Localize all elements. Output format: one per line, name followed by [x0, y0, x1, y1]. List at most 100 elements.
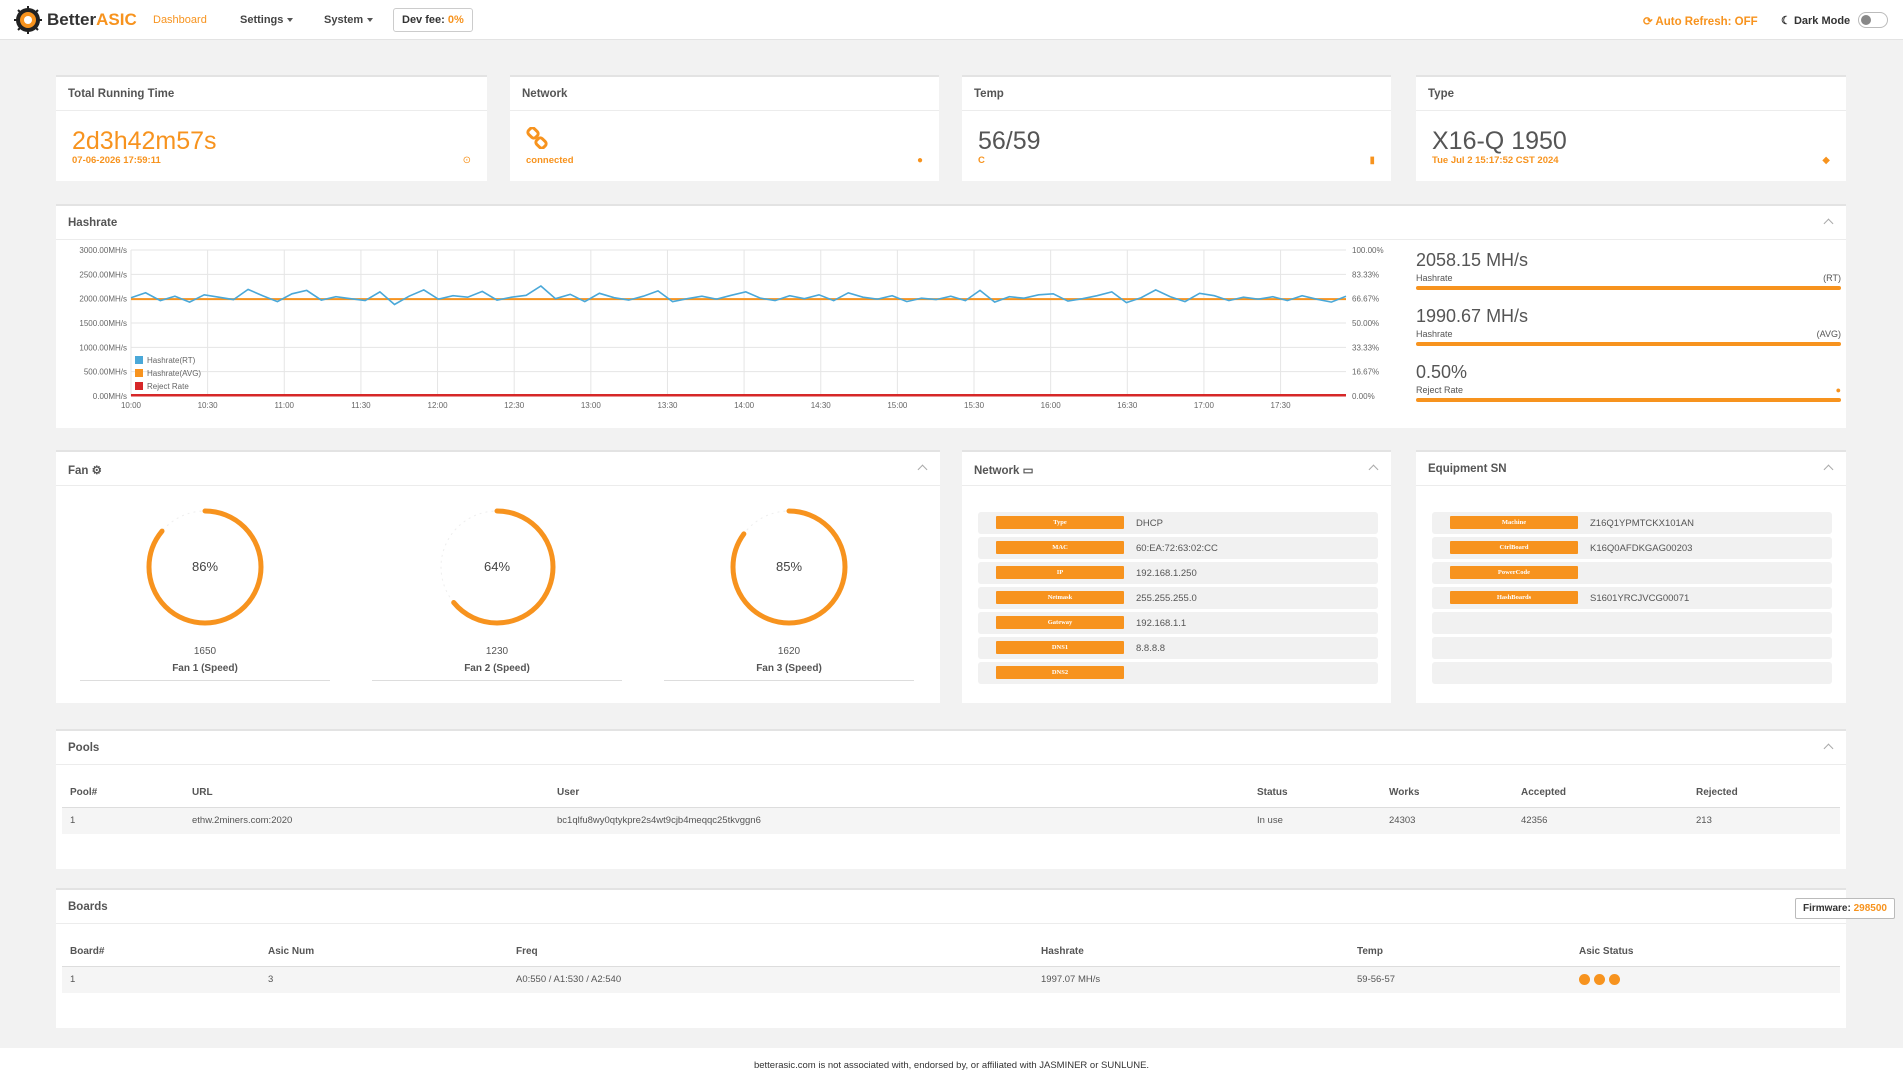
y-tick-label: 2000.00MH/s	[79, 295, 127, 304]
network-info-title: Network	[974, 465, 1020, 477]
gear-icon[interactable]: ⚙	[91, 465, 102, 477]
column-header[interactable]: Pool#	[62, 779, 184, 808]
dev-fee-label: Dev fee:	[402, 14, 445, 26]
kv-key-badge: HashBoards	[1450, 591, 1578, 604]
column-header[interactable]: Hashrate	[1033, 938, 1349, 967]
firmware-value: 298500	[1853, 903, 1887, 914]
panel-fan: Fan ⚙ 86% 1650 Fan 1 (Speed) 64% 1230 Fan 2 (…	[56, 450, 940, 703]
y2-tick-label: 50.00%	[1352, 319, 1379, 328]
panel-pools: Pools Pool# URL User Status Works Accepted Rej…	[56, 729, 1846, 869]
collapse-icon[interactable]	[1823, 464, 1834, 475]
y-tick-label: 1000.00MH/s	[79, 343, 127, 352]
brand[interactable]: BetterASIC	[14, 6, 137, 34]
column-header[interactable]: Temp	[1349, 938, 1571, 967]
fan-rpm: 1650	[193, 646, 217, 657]
column-header[interactable]: Asic Status	[1571, 938, 1840, 967]
globe-icon: ●	[916, 155, 923, 166]
fan-percent: 86%	[192, 559, 218, 574]
collapse-icon[interactable]	[917, 464, 928, 475]
x-tick-label: 11:30	[351, 401, 371, 410]
hashrate-avg-block: 1990.67 MH/s Hashrate (AVG)	[1416, 306, 1841, 346]
kv-key-badge: Machine	[1450, 516, 1578, 529]
fan-gauge: 64% 1230 Fan 2 (Speed)	[372, 502, 622, 681]
auto-refresh-label: Auto Refresh: OFF	[1655, 16, 1758, 28]
asic-status-dot	[1594, 974, 1605, 986]
kv-row: DNS1 8.8.8.8	[978, 637, 1378, 659]
pools-table: Pool# URL User Status Works Accepted Rejected …	[62, 779, 1840, 834]
gauge-fill	[730, 508, 848, 626]
y2-tick-label: 83.33%	[1352, 270, 1379, 279]
column-header[interactable]: Board#	[62, 938, 260, 967]
kv-row: Netmask 255.255.255.0	[978, 587, 1378, 609]
collapse-icon[interactable]	[1823, 743, 1834, 754]
kv-row	[1432, 637, 1832, 659]
fan-name: Fan 2 (Speed)	[464, 663, 530, 674]
kv-value: K16Q0AFDKGAG00203	[1590, 543, 1693, 554]
y-tick-label: 1500.00MH/s	[79, 319, 127, 328]
x-tick-label: 13:00	[581, 401, 602, 410]
thermometer-icon: ▮	[1369, 155, 1375, 166]
collapse-icon[interactable]	[1368, 464, 1379, 475]
legend-swatch	[135, 382, 143, 390]
column-header[interactable]: Status	[1249, 779, 1381, 808]
kv-row: Type DHCP	[978, 512, 1378, 534]
column-header[interactable]: Freq	[508, 938, 1033, 967]
temp-unit: C	[978, 155, 985, 166]
hashrate-avg-bar	[1416, 342, 1841, 346]
kv-row: DNS2	[978, 662, 1378, 684]
hashrate-rt-label: Hashrate	[1416, 273, 1453, 283]
y-tick-label: 0.00MH/s	[93, 392, 127, 401]
hashrate-rt-bar	[1416, 286, 1841, 290]
kv-key-badge: Netmask	[996, 591, 1124, 604]
auto-refresh-button[interactable]: ⟳ Auto Refresh: OFF	[1643, 14, 1758, 28]
hashrate-rt-block: 2058.15 MH/s Hashrate (RT)	[1416, 250, 1841, 290]
column-header[interactable]: Rejected	[1688, 779, 1840, 808]
divider	[372, 680, 622, 681]
card-title: Type	[1416, 77, 1846, 111]
kv-key-badge: Type	[996, 516, 1124, 529]
table-body: 1 ethw.2miners.com:2020 bc1qlfu8wy0qtykpre…	[62, 807, 1840, 834]
kv-row: MAC 60:EA:72:63:02:CC	[978, 537, 1378, 559]
column-header[interactable]: URL	[184, 779, 549, 808]
reject-rate-label: Reject Rate	[1416, 385, 1464, 395]
boards-title: Boards	[68, 901, 108, 913]
x-tick-label: 15:00	[887, 401, 908, 410]
x-tick-label: 14:00	[734, 401, 755, 410]
column-header[interactable]: User	[549, 779, 1249, 808]
column-header[interactable]: Asic Num	[260, 938, 508, 967]
fan-rpm: 1620	[777, 646, 801, 657]
dark-mode-toggle[interactable]	[1858, 12, 1888, 28]
nav-dashboard[interactable]: Dashboard	[153, 14, 207, 26]
type-build-date: Tue Jul 2 15:17:52 CST 2024	[1432, 155, 1559, 166]
running-time-value: 2d3h42m57s	[72, 127, 217, 155]
kv-key-badge: DNS2	[996, 666, 1124, 679]
kv-key-badge: DNS1	[996, 641, 1124, 654]
divider	[80, 680, 330, 681]
x-tick-label: 10:30	[198, 401, 219, 410]
toggle-knob	[1861, 15, 1871, 25]
top-navbar: BetterASIC Dashboard Settings System Dev…	[0, 0, 1903, 40]
column-header[interactable]: Works	[1381, 779, 1513, 808]
nav-system[interactable]: System	[324, 14, 374, 26]
dev-fee-badge[interactable]: Dev fee: 0%	[393, 8, 473, 32]
nav-settings[interactable]: Settings	[240, 14, 294, 26]
x-tick-label: 16:00	[1041, 401, 1062, 410]
nav-system-label: System	[324, 14, 364, 26]
collapse-icon[interactable]	[1823, 218, 1834, 229]
x-tick-label: 10:00	[121, 401, 142, 410]
moon-icon: ☾	[1781, 15, 1791, 27]
type-value: X16-Q 1950	[1432, 127, 1567, 155]
asic-status-dot	[1579, 974, 1590, 986]
panel-title: Equipment SN	[1416, 452, 1846, 486]
dark-mode-label: ☾ Dark Mode	[1781, 14, 1850, 27]
column-header[interactable]: Accepted	[1513, 779, 1688, 808]
legend-label: Hashrate(AVG)	[147, 369, 201, 378]
tags-icon: ◆	[1822, 155, 1830, 166]
boards-table: Board# Asic Num Freq Hashrate Temp Asic Statu…	[62, 938, 1840, 993]
panel-hashrate: Hashrate 3000.00MH/s 100.00% 2500.00MH/s 83…	[56, 204, 1846, 428]
table-header-row: Board# Asic Num Freq Hashrate Temp Asic Statu…	[62, 938, 1840, 967]
kv-key-badge: PowerCode	[1450, 566, 1578, 579]
reject-rate-block: 0.50% Reject Rate ●	[1416, 362, 1841, 402]
hashrate-title: Hashrate	[68, 217, 118, 229]
kv-value: 8.8.8.8	[1136, 643, 1166, 654]
